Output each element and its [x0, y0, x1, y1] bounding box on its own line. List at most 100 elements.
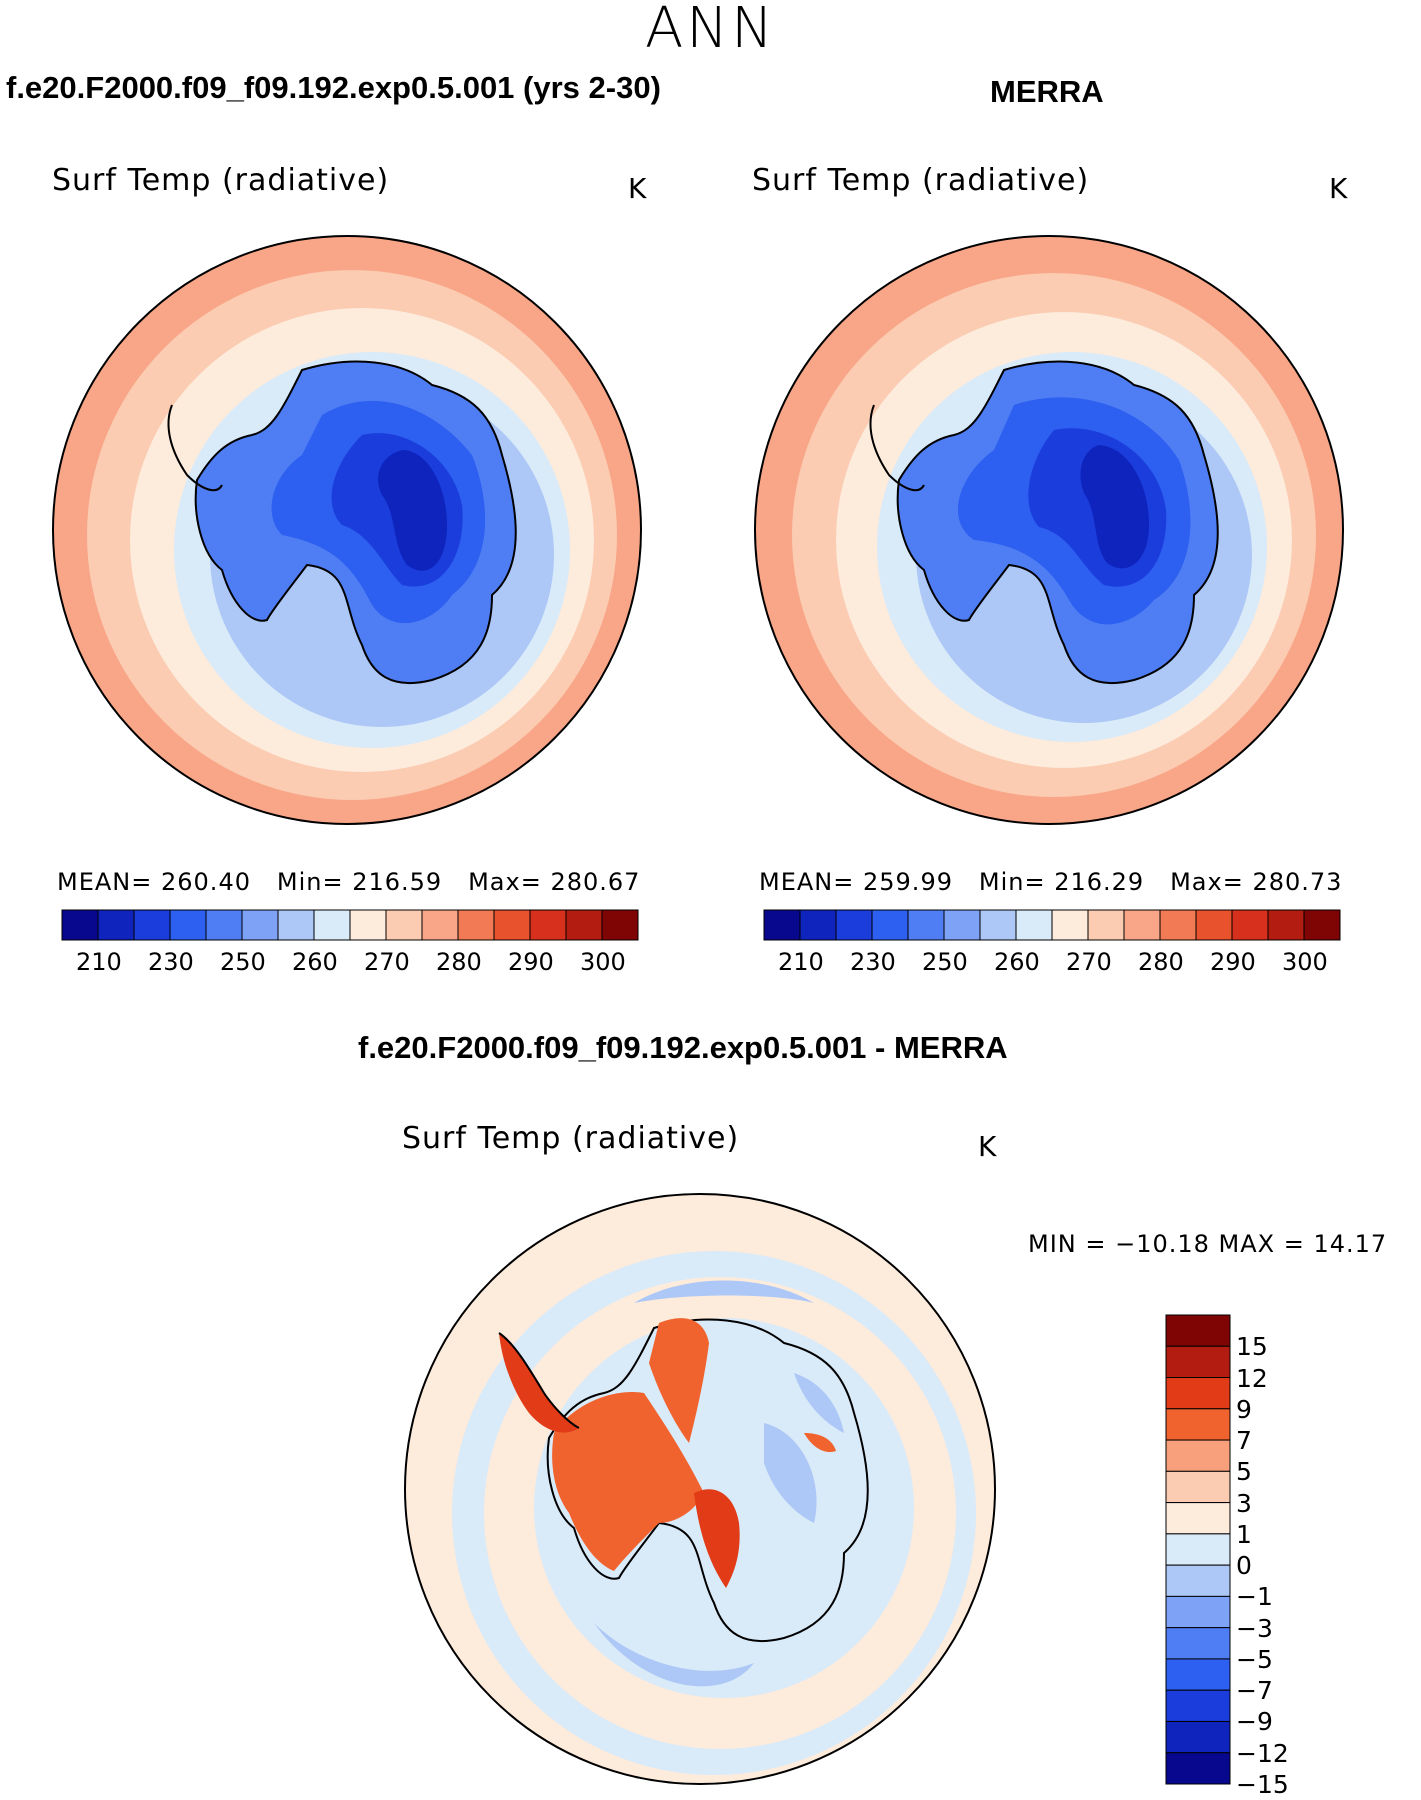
panel2-map — [754, 235, 1344, 825]
panel2-interior-3 — [1080, 445, 1149, 569]
diff-colorbar-swatch — [1165, 1752, 1231, 1785]
diff-colorbar-swatch — [1165, 1314, 1231, 1347]
diff-peninsula-warm — [499, 1333, 579, 1433]
panel2-mean: 259.99 — [863, 868, 953, 896]
diff-colorbar-tick-label: 0 — [1236, 1551, 1252, 1581]
diff-colorbar-swatch — [1165, 1470, 1231, 1504]
diff-ocean-blue-2 — [634, 1280, 814, 1303]
panel2-stats: MEAN= 259.99 Min= 216.29 Max= 280.73 — [759, 868, 1343, 896]
diff-variable-label: Surf Temp (radiative) — [402, 1121, 740, 1156]
diff-colorbar — [1165, 1314, 1231, 1785]
diff-peninsula-coast — [498, 1332, 580, 1429]
panel1-colorbar — [61, 909, 639, 941]
colorbar-tick-label: 260 — [994, 948, 1040, 976]
colorbar-tick-label: 270 — [364, 948, 410, 976]
diff-colorbar-tick-label: −15 — [1236, 1770, 1289, 1799]
panel2-units: K — [1329, 172, 1348, 205]
diff-colorbar-tick-label: −3 — [1236, 1613, 1273, 1643]
diff-west-warm — [552, 1392, 704, 1571]
diff-east-cool-2 — [794, 1373, 844, 1433]
panel2-title: MERRA — [990, 74, 1104, 109]
panel2-colorbar-ticks: 210 230 250 260 270 280 290 300 — [764, 948, 1340, 980]
diff-colorbar-ticks: 15 12 9 7 5 3 1 0 −1 −3 −5 −7 −9 −12 −15 — [1236, 1315, 1366, 1799]
colorbar-tick-label: 270 — [1066, 948, 1112, 976]
colorbar-tick-label: 300 — [1282, 948, 1328, 976]
diff-east-warm — [804, 1433, 836, 1453]
panel2-peninsula — [869, 404, 925, 492]
diff-colorbar-swatch — [1165, 1689, 1231, 1722]
colorbar-tick-label: 210 — [76, 948, 122, 976]
diff-east-cool-1 — [764, 1423, 817, 1523]
colorbar-tick-label: 210 — [778, 948, 824, 976]
colorbar-tick-label: 280 — [436, 948, 482, 976]
diff-map — [404, 1193, 996, 1785]
panel2-variable-label: Surf Temp (radiative) — [752, 163, 1090, 198]
panel1-stats: MEAN= 260.40 Min= 216.59 Max= 280.67 — [57, 868, 641, 896]
diff-minmax: MIN = −10.18 MAX = 14.17 — [1028, 1230, 1388, 1258]
colorbar-swatch — [565, 909, 603, 941]
colorbar-swatch — [169, 909, 207, 941]
colorbar-swatch — [97, 909, 135, 941]
colorbar-swatch — [943, 909, 981, 941]
colorbar-tick-label: 290 — [1210, 948, 1256, 976]
colorbar-swatch — [241, 909, 279, 941]
colorbar-swatch — [277, 909, 315, 941]
panel2-colorbar — [763, 909, 1341, 941]
colorbar-swatch — [979, 909, 1017, 941]
diff-colorbar-tick-label: −5 — [1236, 1644, 1273, 1674]
colorbar-tick-label: 280 — [1138, 948, 1184, 976]
colorbar-swatch — [493, 909, 531, 941]
diff-colorbar-tick-label: 1 — [1236, 1519, 1252, 1549]
colorbar-swatch — [457, 909, 495, 941]
diff-colorbar-tick-label: −9 — [1236, 1707, 1273, 1737]
diff-colorbar-tick-label: −1 — [1236, 1582, 1273, 1612]
panel2-min: 216.29 — [1054, 868, 1145, 896]
diff-colorbar-tick-label: 3 — [1236, 1488, 1252, 1518]
colorbar-swatch — [835, 909, 873, 941]
colorbar-swatch — [1123, 909, 1161, 941]
panel1-max: 280.67 — [550, 868, 641, 896]
diff-colorbar-swatch — [1165, 1627, 1231, 1660]
diff-colorbar-swatch — [1165, 1345, 1231, 1379]
colorbar-swatch — [313, 909, 351, 941]
colorbar-tick-label: 230 — [850, 948, 896, 976]
panel1-min: 216.59 — [352, 868, 443, 896]
panel1-peninsula — [167, 404, 223, 492]
diff-colorbar-swatch — [1165, 1502, 1231, 1535]
diff-colorbar-tick-label: 12 — [1236, 1363, 1268, 1393]
colorbar-swatch — [421, 909, 459, 941]
panel1-interior-3 — [378, 450, 447, 571]
diff-colorbar-swatch — [1165, 1595, 1231, 1629]
diff-colorbar-swatch — [1165, 1720, 1231, 1754]
panel1-colorbar-ticks: 210 230 250 260 270 280 290 300 — [62, 948, 638, 980]
diff-colorbar-swatch — [1165, 1377, 1231, 1410]
colorbar-swatch — [1087, 909, 1125, 941]
colorbar-swatch — [871, 909, 909, 941]
colorbar-swatch — [1195, 909, 1233, 941]
diff-colorbar-swatch — [1165, 1533, 1231, 1566]
diff-colorbar-tick-label: 5 — [1236, 1457, 1252, 1487]
diff-colorbar-swatch — [1165, 1408, 1231, 1441]
colorbar-swatch — [61, 909, 99, 941]
diff-colorbar-swatch — [1165, 1658, 1231, 1691]
colorbar-swatch — [349, 909, 387, 941]
colorbar-swatch — [529, 909, 567, 941]
diff-units: K — [978, 1130, 997, 1163]
colorbar-swatch — [1303, 909, 1341, 941]
colorbar-tick-label: 300 — [580, 948, 626, 976]
diff-colorbar-tick-label: −12 — [1236, 1738, 1289, 1768]
panel1-mean: 260.40 — [161, 868, 251, 896]
diff-ocean-blue-1 — [594, 1623, 754, 1687]
colorbar-swatch — [1267, 909, 1305, 941]
diff-colorbar-tick-label: −7 — [1236, 1676, 1273, 1706]
panel1-map — [52, 235, 642, 825]
colorbar-tick-label: 260 — [292, 948, 338, 976]
diff-colorbar-tick-label: 9 — [1236, 1394, 1252, 1424]
colorbar-tick-label: 250 — [922, 948, 968, 976]
diff-colorbar-swatch — [1165, 1564, 1231, 1597]
colorbar-swatch — [601, 909, 639, 941]
panel1-units: K — [628, 172, 647, 205]
colorbar-swatch — [1159, 909, 1197, 941]
diff-ross-warm — [649, 1318, 709, 1443]
colorbar-swatch — [133, 909, 171, 941]
